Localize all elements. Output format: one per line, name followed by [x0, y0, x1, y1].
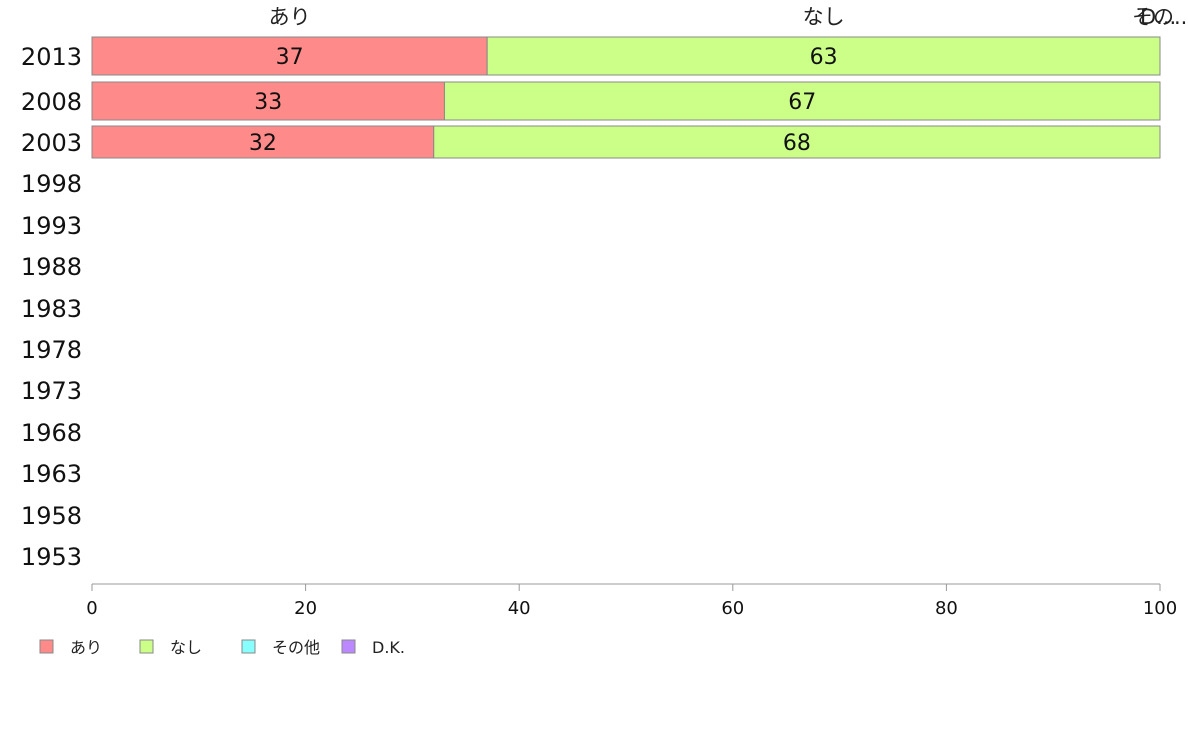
bar-2003-1	[91, 125, 435, 159]
bar-2008-1	[91, 81, 445, 121]
x-tick-label-60: 60	[721, 598, 744, 619]
legend-swatch-1	[39, 639, 54, 654]
data-label-2013-2: 63	[810, 45, 838, 70]
top-label-series-3: その...	[1132, 5, 1188, 29]
year-label-1978: 1978	[21, 336, 82, 364]
bar-2008-2	[443, 81, 1161, 121]
legend-label-4: D.K.	[372, 638, 405, 657]
legend-swatch-2	[139, 639, 154, 654]
top-label-series-2: なし	[803, 5, 845, 29]
x-tick-label-0: 0	[86, 598, 97, 619]
x-tick-label-20: 20	[294, 598, 317, 619]
legend-label-2: なし	[170, 638, 202, 657]
bar-2013-2	[486, 36, 1161, 76]
x-tick-label-40: 40	[508, 598, 531, 619]
bar-2003-2	[433, 125, 1161, 159]
top-label-series-4: D...	[1140, 5, 1176, 29]
bar-2013-1	[91, 36, 488, 76]
year-label-1953: 1953	[21, 543, 82, 571]
legend-swatch-3	[241, 639, 256, 654]
data-label-2003-1: 32	[249, 131, 277, 156]
year-label-1998: 1998	[21, 170, 82, 198]
year-label-1973: 1973	[21, 377, 82, 405]
top-label-series-1: あり	[269, 5, 311, 29]
year-label-1963: 1963	[21, 460, 82, 488]
year-label-1983: 1983	[21, 295, 82, 323]
year-label-1993: 1993	[21, 212, 82, 240]
x-tick-label-80: 80	[935, 598, 958, 619]
legend-label-1: あり	[70, 638, 102, 657]
legend-swatch-4	[341, 639, 356, 654]
data-label-2003-2: 68	[783, 131, 811, 156]
data-label-2008-1: 33	[254, 90, 282, 115]
data-label-2013-1: 37	[276, 45, 304, 70]
year-label-1988: 1988	[21, 253, 82, 281]
year-label-2008: 2008	[21, 88, 82, 116]
x-tick-label-100: 100	[1143, 598, 1177, 619]
year-label-1968: 1968	[21, 419, 82, 447]
legend-label-3: その他	[272, 638, 320, 657]
year-label-1958: 1958	[21, 502, 82, 530]
data-label-2008-2: 67	[788, 90, 816, 115]
year-label-2003: 2003	[21, 129, 82, 157]
year-label-2013: 2013	[21, 43, 82, 71]
